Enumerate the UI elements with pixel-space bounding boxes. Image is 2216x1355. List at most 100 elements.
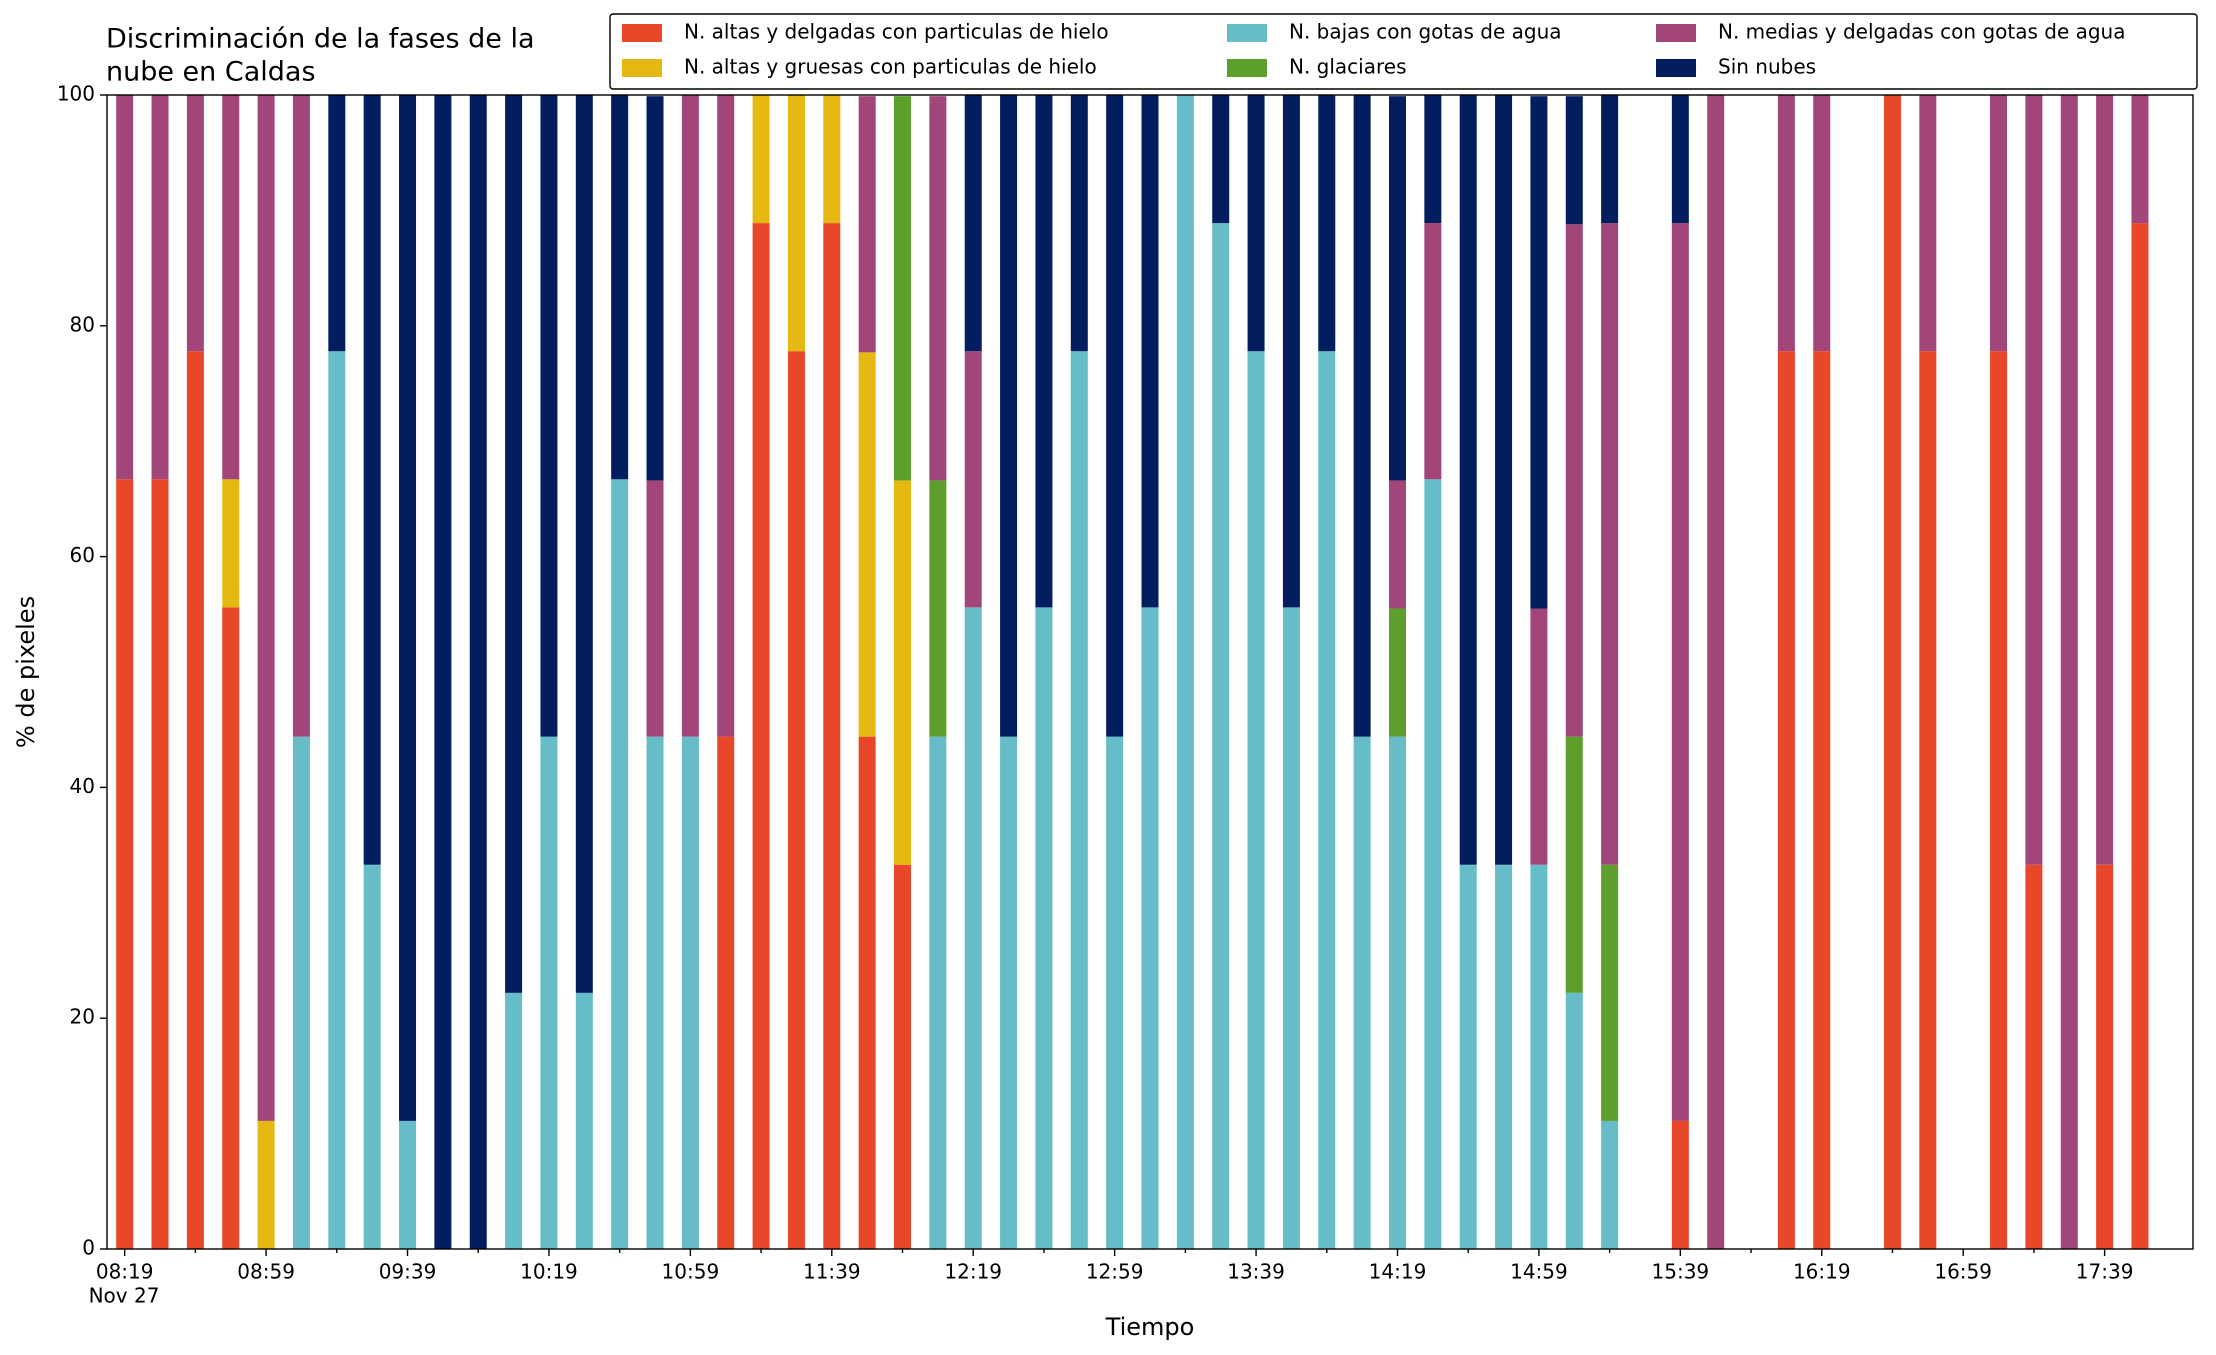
bar-segment — [1282, 95, 1300, 608]
bar-segment — [1070, 351, 1088, 1249]
bar-segment — [1388, 736, 1406, 1249]
bar-segment — [399, 1120, 417, 1249]
bar-segment — [1212, 95, 1230, 224]
bar-segment — [1495, 864, 1513, 1249]
bar-segment — [1777, 95, 1795, 352]
x-tick-label: 15:39 — [1652, 1260, 1710, 1284]
legend-swatch — [1656, 24, 1696, 42]
bar-segment — [823, 95, 841, 224]
bar-segment — [1990, 95, 2008, 352]
bar-segment — [894, 480, 912, 865]
bar-segment — [1388, 480, 1406, 609]
x-tick-label: 08:59 — [237, 1260, 295, 1284]
bar-segment — [575, 95, 593, 993]
bar-segment — [1106, 736, 1124, 1249]
bar-segment — [1035, 95, 1053, 608]
bar-segment — [257, 95, 275, 1121]
bar-segment — [1035, 607, 1053, 1249]
bar-segment — [717, 95, 735, 737]
bar-segment — [2131, 95, 2149, 224]
y-tick-label: 80 — [70, 312, 95, 336]
bar-segment — [787, 351, 805, 1249]
bar-segment — [1247, 95, 1265, 352]
legend-swatch — [1227, 24, 1267, 42]
bar-segment — [1707, 95, 1725, 1249]
bar-segment — [894, 96, 912, 481]
bar-segment — [1353, 95, 1371, 737]
bar-segment — [1388, 96, 1406, 481]
bar-segment — [328, 95, 346, 352]
bar-segment — [1176, 95, 1194, 1249]
bar-segment — [1530, 96, 1548, 609]
legend-label: N. glaciares — [1289, 55, 1407, 79]
bar-segment — [151, 95, 169, 480]
bar-segment — [1212, 223, 1230, 1249]
bar-segment — [1777, 351, 1795, 1249]
bar-segment — [1565, 992, 1583, 1249]
bar-segment — [1424, 223, 1442, 480]
bar-segment — [363, 864, 381, 1249]
bar-segment — [858, 352, 876, 737]
bar-segment — [575, 992, 593, 1249]
chart-title: Discriminación de la fases de la — [106, 24, 535, 55]
bar-segment — [399, 95, 417, 1121]
bar-segment — [1565, 96, 1583, 225]
bar-segment — [752, 95, 770, 224]
bar-segment — [1565, 736, 1583, 993]
bar-segment — [1601, 95, 1619, 224]
bar-segment — [257, 1120, 275, 1249]
bar-segment — [2060, 95, 2078, 1249]
y-tick-label: 40 — [70, 774, 95, 798]
bar-segment — [1459, 864, 1477, 1249]
bar-segment — [894, 864, 912, 1249]
bar-segment — [1424, 479, 1442, 1250]
bar-segment — [752, 223, 770, 1249]
bar-segment — [1813, 351, 1831, 1249]
bar-segment — [1106, 95, 1124, 737]
bar-segment — [681, 95, 699, 737]
bar-segment — [2096, 95, 2114, 865]
bar-segment — [222, 607, 240, 1249]
bar-segment — [1318, 95, 1336, 352]
bar-segment — [116, 479, 134, 1250]
bar-segment — [1919, 351, 1937, 1249]
legend-swatch — [622, 59, 662, 77]
x-tick-label: 14:19 — [1369, 1260, 1427, 1284]
plot-frame — [106, 94, 2194, 1250]
x-tick-label: 16:19 — [1793, 1260, 1851, 1284]
bar-segment — [2096, 864, 2114, 1249]
bar-segment — [363, 95, 381, 865]
bar-segment — [222, 479, 240, 608]
bar-segment — [1990, 351, 2008, 1249]
bar-segment — [964, 351, 982, 608]
y-tick-label: 20 — [70, 1005, 95, 1029]
bar-segment — [505, 95, 523, 993]
bar-segment — [964, 95, 982, 352]
bar-segment — [116, 95, 134, 480]
bar-segment — [292, 95, 310, 737]
bar-segment — [1601, 1120, 1619, 1249]
bar-segment — [328, 351, 346, 1249]
bar-segment — [1883, 95, 1901, 1249]
bar-segment — [1141, 607, 1159, 1249]
bar-segment — [2025, 864, 2043, 1249]
bar-segment — [1495, 95, 1513, 865]
bar-segment — [646, 480, 664, 737]
bar-segment — [858, 96, 876, 353]
bar-segment — [1141, 95, 1159, 608]
bar-segment — [1388, 608, 1406, 737]
bar-segment — [1530, 864, 1548, 1249]
legend-label: N. bajas con gotas de agua — [1289, 20, 1562, 44]
chart-title: nube en Caldas — [106, 57, 316, 88]
bar-segment — [681, 736, 699, 1249]
bar-segment — [964, 607, 982, 1249]
x-tick-label: 13:39 — [1227, 1260, 1285, 1284]
x-tick-label: 10:59 — [662, 1260, 720, 1284]
bar-segment — [469, 95, 487, 1249]
bar-segment — [1601, 864, 1619, 1121]
bar-segment — [1000, 736, 1018, 1249]
y-tick-label: 60 — [70, 543, 95, 567]
bar-segment — [1671, 95, 1689, 224]
y-axis-label: % de pixeles — [12, 596, 40, 748]
